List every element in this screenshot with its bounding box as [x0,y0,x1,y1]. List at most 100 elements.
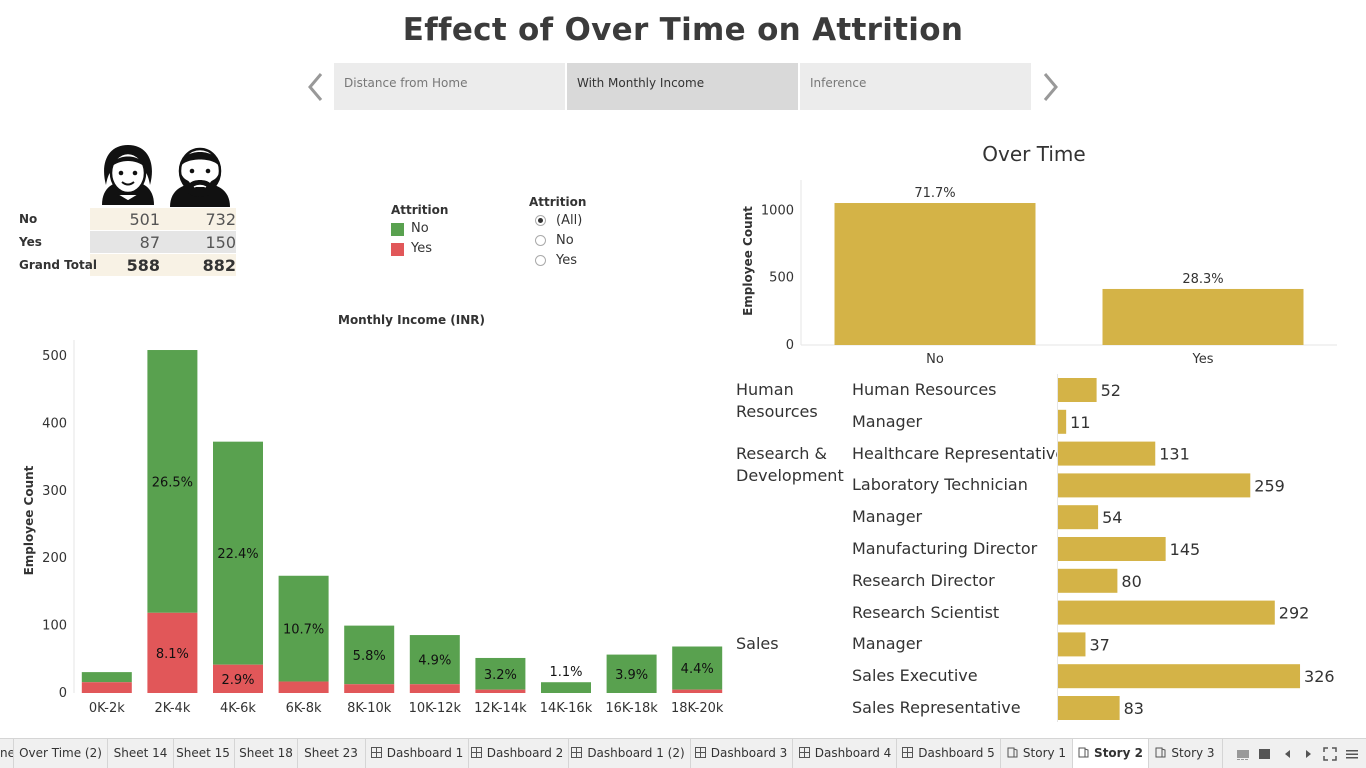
story-point-inference[interactable]: Inference [800,63,1031,110]
bar-segment-no[interactable] [278,575,329,682]
bar-segment-no[interactable] [672,646,723,690]
income-chart-title: Monthly Income (INR) [338,313,486,327]
x-tick-label: 18K-20k [671,701,724,716]
bar-segment-no[interactable] [81,672,132,683]
story-point-monthly-income[interactable]: With Monthly Income [567,63,798,110]
table-row: Yes 87 150 [19,231,236,253]
bar-segment-yes[interactable] [344,684,395,693]
attrition-filter: Attrition (All) No Yes [529,195,629,272]
overtime-chart-title: Over Time [982,142,1086,166]
x-tick-label: 16K-18k [605,701,658,716]
tab-sheet-18[interactable]: Sheet 18 [235,739,298,768]
bar-segment-no[interactable] [475,657,526,690]
tab-story-1[interactable]: Story 1 [1001,739,1073,768]
story-point-distance[interactable]: Distance from Home [334,63,565,110]
y-tick-label: 200 [42,551,67,566]
bar[interactable] [1058,378,1097,402]
bar-segment-yes[interactable] [147,612,198,693]
bar-segment-no[interactable] [344,625,395,685]
job-role-label: Research Scientist [852,602,1000,622]
tab-sheet-15[interactable]: Sheet 15 [172,739,235,768]
tab-scroll-left-icon[interactable] [1281,747,1295,761]
filter-title: Attrition [529,195,587,209]
bar-segment-no[interactable] [213,441,263,665]
job-role-label: Sales Executive [852,666,978,686]
bar[interactable] [1058,473,1251,498]
department-label: Sales [736,634,779,654]
tab-dashboard-4[interactable]: Dashboard 4 [794,739,897,768]
tab-over-time-2[interactable]: Over Time (2) [14,739,108,768]
legend-item-yes[interactable]: Yes [391,240,491,260]
radio-button[interactable] [535,215,546,226]
x-tick-label: 4K-6k [220,701,256,716]
show-tabs-icon[interactable] [1258,747,1272,761]
filter-option-no[interactable]: No [529,232,629,252]
dashboard-icon [798,747,810,758]
bar-segment-yes[interactable] [278,681,329,693]
job-role-label: Manager [852,634,923,654]
tab-sheet-14[interactable]: Sheet 14 [108,739,174,768]
bar-data-label-yes: 2.9% [221,673,254,688]
bar[interactable] [1058,696,1120,720]
show-filmstrip-icon[interactable] [1236,747,1250,761]
x-tick-label: 2K-4k [154,701,190,716]
filter-option-all[interactable]: (All) [529,212,629,232]
bar-segment-yes[interactable] [475,689,526,693]
bar-segment-no[interactable] [606,654,657,693]
story-prev-arrow[interactable] [306,70,326,104]
tab-sheet-23[interactable]: Sheet 23 [297,739,366,768]
bar-segment-no[interactable] [541,682,591,693]
chevron-left-icon [308,73,323,101]
female-count: 87 [139,233,160,252]
tab-dashboard-1[interactable]: Dashboard 1 [366,739,469,768]
bar-segment-yes[interactable] [81,682,132,693]
bar[interactable] [1102,288,1304,345]
table-row: No 501 732 [19,208,236,230]
bar-data-label: 1.1% [549,665,582,680]
story-icon [1007,747,1018,758]
bar-data-label: 145 [1170,540,1201,559]
bar-data-label: 11 [1070,413,1090,432]
story-next-arrow[interactable] [1040,70,1060,104]
bar[interactable] [834,203,1036,345]
dashboard-icon [694,747,706,758]
tab-dashboard-2[interactable]: Dashboard 2 [466,739,569,768]
tab-dashboard-1-2[interactable]: Dashboard 1 (2) [566,739,691,768]
bar-segment-yes[interactable] [213,664,263,693]
bar-segment-yes[interactable] [409,684,460,693]
y-axis-title: Employee Count [741,206,755,316]
bar-segment-no[interactable] [147,350,198,613]
tab-dashboard-5[interactable]: Dashboard 5 [897,739,1001,768]
radio-button[interactable] [535,255,546,266]
dashboard-icon [571,747,583,758]
y-tick-label: 300 [42,484,67,499]
job-role-label: Manager [852,507,923,527]
filter-option-yes[interactable]: Yes [529,252,629,272]
bar-data-label: 5.8% [353,649,386,664]
bar-segment-no[interactable] [409,635,460,685]
bar[interactable] [1058,409,1067,434]
presentation-mode-icon[interactable] [1323,747,1337,761]
dashboard-icon [470,747,482,758]
bar[interactable] [1058,600,1275,625]
radio-button[interactable] [535,235,546,246]
tab-ne[interactable]: ne [0,739,14,768]
x-tick-label: 8K-10k [347,701,392,716]
tab-story-3[interactable]: Story 3 [1148,739,1223,768]
legend-item-no[interactable]: No [391,220,491,240]
male-count: 882 [202,256,236,275]
bar[interactable] [1058,505,1099,530]
tab-list-icon[interactable] [1345,747,1359,761]
tab-story-2[interactable]: Story 2 [1073,739,1149,768]
tab-scroll-right-icon[interactable] [1301,747,1315,761]
bar[interactable] [1058,664,1301,689]
tab-dashboard-3[interactable]: Dashboard 3 [690,739,793,768]
bar-data-label: 26.5% [152,475,193,490]
male-count: 732 [205,210,236,229]
bar[interactable] [1058,568,1118,593]
bar[interactable] [1058,632,1086,657]
bar[interactable] [1058,441,1156,466]
bar-segment-yes[interactable] [672,689,723,693]
bar[interactable] [1058,537,1166,561]
x-tick-label: 12K-14k [474,701,527,716]
